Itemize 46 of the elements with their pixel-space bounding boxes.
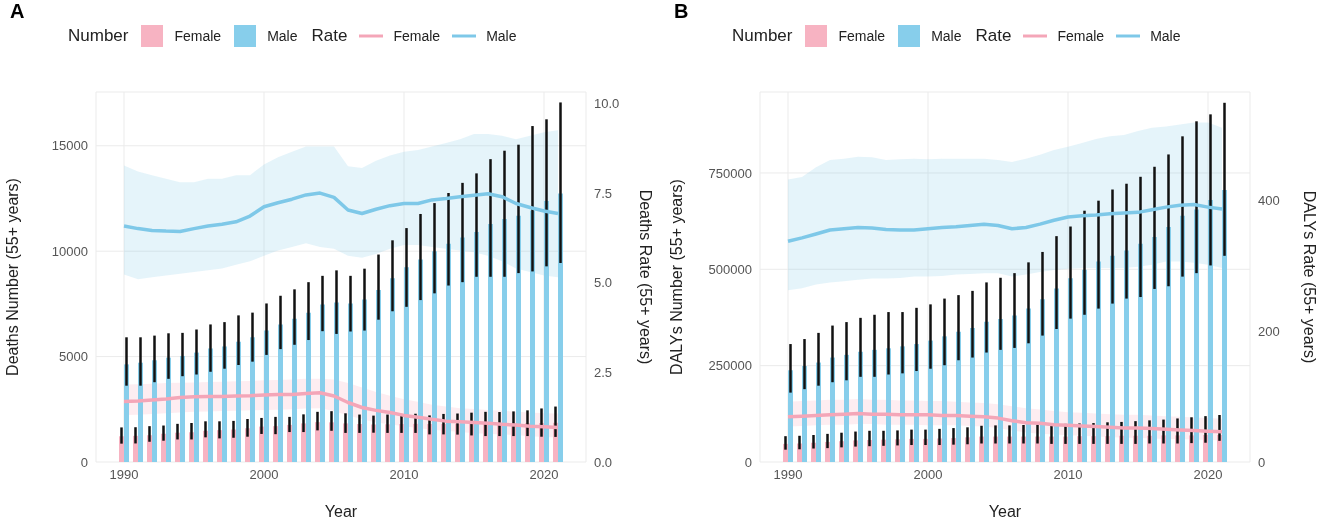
x-tick-label: 1990 (773, 467, 803, 483)
x-tick-label: 2000 (913, 467, 943, 483)
x-axis-title: Year (988, 503, 1022, 520)
y2-axis-title: Deaths Rate (55+ years) (637, 189, 655, 365)
x-tick-label: 2020 (529, 467, 559, 483)
x-tick-label: 2010 (389, 467, 419, 483)
legend-label: Male (1150, 28, 1181, 44)
y-axis-title: DALYs Number (55+ years) (667, 179, 685, 375)
x-axis-title: Year (324, 503, 358, 520)
y-tick-label: 0 (744, 454, 752, 470)
y2-tick-label: 7.5 (594, 185, 613, 201)
line-series (786, 411, 1224, 434)
y-tick-label: 15000 (51, 138, 88, 154)
legend-label: Male (267, 28, 298, 44)
x-tick-label: 1990 (109, 467, 139, 483)
legend-label: Male (931, 28, 962, 44)
legend-label: Female (393, 28, 441, 44)
y-tick-label: 250000 (708, 358, 752, 374)
text: Number (68, 26, 129, 45)
x-tick-label: 2020 (1193, 467, 1223, 483)
y-tick-label: 5000 (59, 349, 88, 365)
legend-label: Male (486, 28, 517, 44)
x-tick-label: 2010 (1053, 467, 1083, 483)
y2-axis-title: DALYs Rate (55+ years) (1301, 190, 1319, 364)
text: Rate (975, 26, 1012, 45)
chart-title: A (9, 0, 26, 22)
y-tick-label: 750000 (708, 165, 752, 181)
line-series (122, 391, 560, 430)
legend-label: Female (838, 28, 886, 44)
y2-tick-label: 0 (1258, 454, 1266, 470)
y-tick-label: 0 (80, 454, 88, 470)
y2-tick-label: 200 (1258, 323, 1280, 339)
y2-tick-label: 2.5 (594, 364, 613, 380)
chart-title: B (673, 0, 690, 22)
text: Number (732, 26, 793, 45)
x-tick-label: 2000 (249, 467, 279, 483)
y-tick-label: 10000 (51, 243, 88, 259)
y2-tick-label: 10.0 (594, 96, 620, 112)
y-axis-title: Deaths Number (55+ years) (3, 178, 21, 376)
text: Rate (311, 26, 348, 45)
legend-label: Female (174, 28, 222, 44)
legend-label: Female (1057, 28, 1105, 44)
y2-tick-label: 400 (1258, 192, 1280, 208)
y-tick-label: 500000 (708, 261, 752, 277)
y2-tick-label: 0.0 (594, 454, 613, 470)
y2-tick-label: 5.0 (594, 275, 613, 291)
